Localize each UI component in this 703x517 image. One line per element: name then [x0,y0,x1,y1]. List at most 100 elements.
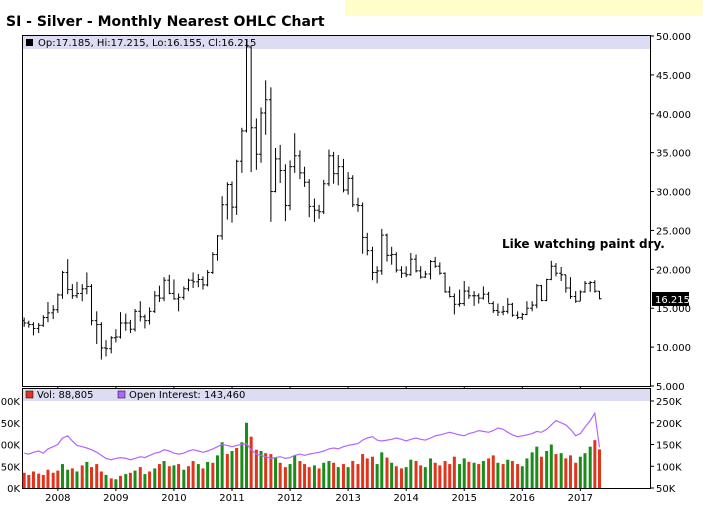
ohlc-bar [162,277,167,302]
volume-bar [138,467,142,488]
volume-bar [356,464,360,488]
oi-legend-swatch [117,390,126,399]
volume-bar [298,461,302,488]
ohlc-bar [176,293,181,312]
volume-bar [510,461,514,488]
volume-bar [133,470,137,488]
ohlc-bar [588,281,593,292]
volume-bar [225,454,229,488]
volume-bar [559,453,563,488]
ohlc-bar [215,235,220,261]
ohlc-bar [312,198,317,222]
ohlc-bar [341,158,346,193]
ohlc-bar [559,267,564,281]
ohlc-bar [41,315,46,327]
ohlc-bar [549,260,554,281]
ohlc-bar [191,272,196,288]
ohlc-bar [244,39,249,133]
chart-title: SI - Silver - Monthly Nearest OHLC Chart [6,14,325,30]
x-tick-label: 2012 [277,493,302,504]
volume-bar [99,471,103,488]
price-y-tick-label: 45.000 [656,71,691,82]
volume-bar [66,469,70,488]
volume-bar [564,458,568,488]
ohlc-bar [254,118,259,170]
volume-bar [128,472,132,488]
ohlc-bar [60,270,65,299]
ohlc-bar [539,284,544,302]
volume-bar [201,468,205,488]
volume-bar [404,467,408,488]
ohlc-bar [336,155,341,186]
volume-bar [220,442,224,488]
ohlc-bar [142,314,147,329]
volume-legend-swatch [25,390,34,399]
ohlc-bar [55,293,60,313]
volume-bar [525,458,529,488]
ohlc-bar [89,284,94,326]
oi-y-tick-label: 200K [656,419,682,430]
volume-bar [182,469,186,488]
ohlc-bar [578,290,583,302]
x-tick-label: 2017 [568,493,593,504]
ohlc-bar [544,278,549,302]
volume-bar [496,462,500,488]
ohlc-bar [200,276,205,290]
volume-bar [429,458,433,488]
ohlc-bar [65,259,70,295]
volume-bar [458,464,462,488]
volume-bar [568,455,572,488]
volume-y-tick-label: 100K [0,441,20,452]
volume-bar [75,471,79,488]
volume-bar [37,473,41,488]
ohlc-bar [152,291,157,313]
volume-bar [303,464,307,488]
ohlc-bar [534,284,539,309]
volume-bar [578,456,582,488]
volume-bar [487,458,491,488]
volume-y-tick-label: 150K [0,419,20,430]
ohlc-bar [74,281,79,299]
toolbar-strip [345,0,703,16]
volume-bar [597,449,601,488]
ohlc-bar [505,298,510,314]
volume-y-tick-label: 200K [0,397,20,408]
ohlc-bar [259,107,264,163]
ohlc-bar [220,196,225,240]
volume-bar [394,466,398,488]
ohlc-bar [399,266,404,278]
volume-bar [162,461,166,488]
ohlc-bar [466,286,471,299]
volume-bar [462,458,466,488]
volume-bar [109,478,113,488]
volume-bar [51,472,55,488]
ohlc-bar [452,293,457,315]
last-price-label: 16.215 [655,295,690,306]
volume-bar [114,479,118,488]
volume-bar [60,464,64,488]
ohlc-bar [414,254,419,273]
price-legend-ohlc: Op:17.185, Hi:17.215, Lo:16.155, Cl:16.2… [38,38,256,49]
volume-legend-vol: Vol: 88,805 [37,390,94,401]
volume-bar [346,467,350,488]
volume-bar [448,464,452,488]
ohlc-bar [138,301,143,322]
volume-bar [472,462,476,488]
ohlc-bar [404,266,409,278]
volume-bar [385,457,389,488]
volume-bar [467,461,471,488]
volume-bar [322,462,326,488]
ohlc-bar [31,322,36,336]
volume-bar [307,467,311,488]
volume-bar [438,465,442,488]
x-tick-label: 2010 [161,493,186,504]
oi-y-tick-label: 250K [656,397,682,408]
ohlc-bar [94,311,99,344]
volume-bar [27,474,31,488]
ohlc-bar [36,323,41,334]
ohlc-bar [45,302,50,323]
volume-bar [167,466,171,488]
volume-bar [41,474,45,488]
ohlc-bar [263,80,268,135]
price-panel [22,35,651,387]
